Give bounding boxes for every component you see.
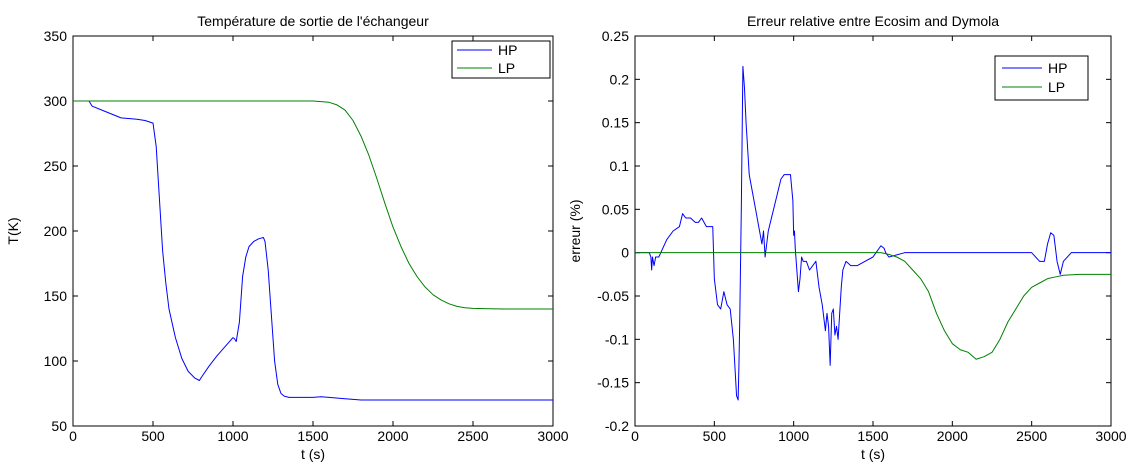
y-tick-label: 150: [44, 288, 68, 304]
x-tick-label: 3000: [1095, 428, 1126, 444]
series-lines: [635, 65, 1111, 401]
series-line-lp: [73, 100, 553, 310]
chart-temperature: Température de sortie de l'échangeur 0 50…: [5, 13, 569, 462]
y-tick-label: 0: [621, 245, 629, 261]
y-tick-label: -0.05: [597, 288, 629, 304]
y-tick-label: 0.2: [610, 71, 630, 87]
x-tick-label: 0: [69, 428, 77, 444]
x-tick-label: 500: [141, 428, 165, 444]
y-axis: 50 100 150 200 250 300 350: [44, 28, 553, 434]
x-tick-label: 500: [703, 428, 727, 444]
chart-title: Température de sortie de l'échangeur: [197, 13, 429, 29]
x-tick-label: 2500: [1016, 428, 1047, 444]
legend-label-lp: LP: [1048, 79, 1065, 95]
x-tick-label: 1000: [778, 428, 809, 444]
x-tick-label: 3000: [537, 428, 568, 444]
series-line-hp: [635, 65, 1111, 401]
legend-box: [994, 55, 1089, 101]
legend-label-lp: LP: [498, 60, 515, 76]
chart-title: Erreur relative entre Ecosim and Dymola: [747, 13, 999, 29]
y-tick-label: 0.15: [602, 115, 629, 131]
legend-label-hp: HP: [1048, 60, 1067, 76]
y-tick-label: 50: [51, 418, 67, 434]
y-tick-label: -0.2: [605, 418, 629, 434]
y-tick-label: 350: [44, 28, 68, 44]
x-axis-label: t (s): [861, 446, 885, 462]
legend: HP LP: [451, 40, 551, 79]
y-tick-label: 300: [44, 93, 68, 109]
x-tick-label: 2000: [937, 428, 968, 444]
x-tick-label: 2000: [377, 428, 408, 444]
y-tick-label: 0.05: [602, 201, 629, 217]
x-tick-label: 1000: [217, 428, 248, 444]
series-line-lp: [635, 252, 1111, 360]
x-axis: 0 500 1000 1500 2000 2500 3000: [631, 36, 1127, 444]
y-tick-label: -0.15: [597, 375, 629, 391]
y-axis: -0.2 -0.15 -0.1 -0.05 0 0.05 0.1 0.15 0.2 0.25: [597, 28, 1111, 434]
y-tick-label: 0.25: [602, 28, 629, 44]
x-tick-label: 2500: [457, 428, 488, 444]
x-axis-label: t (s): [301, 446, 325, 462]
legend: HP LP: [994, 55, 1089, 101]
legend-box: [451, 40, 551, 79]
x-axis: 0 500 1000 1500 2000 2500 3000: [69, 36, 569, 444]
y-tick-label: 250: [44, 158, 68, 174]
y-tick-label: 200: [44, 223, 68, 239]
y-axis-label: erreur (%): [567, 199, 583, 262]
x-tick-label: 1500: [857, 428, 888, 444]
y-tick-label: 0.1: [610, 158, 630, 174]
y-axis-label: T(K): [5, 217, 21, 244]
y-tick-label: 100: [44, 353, 68, 369]
legend-label-hp: HP: [498, 42, 517, 58]
chart-relative-error: Erreur relative entre Ecosim and Dymola …: [567, 13, 1127, 462]
x-tick-label: 1500: [297, 428, 328, 444]
series-lines: [73, 100, 553, 401]
x-tick-label: 0: [631, 428, 639, 444]
y-tick-label: -0.1: [605, 331, 629, 347]
series-line-hp: [73, 100, 553, 401]
